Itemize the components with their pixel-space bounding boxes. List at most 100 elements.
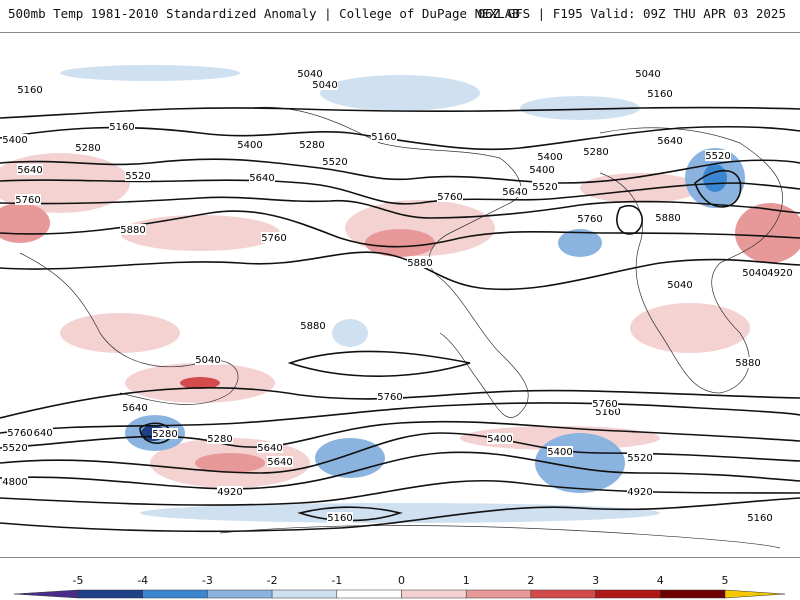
- contour-label-text: 5040: [742, 268, 767, 279]
- contour-label: 5160: [17, 84, 43, 96]
- contour-label: 5400: [547, 446, 573, 458]
- contour-label: 5040: [195, 354, 221, 366]
- contour-label: 5880: [407, 257, 433, 269]
- contour-label: 5520: [125, 170, 151, 182]
- contour-label-text: 5640: [657, 136, 682, 147]
- contour-label: 5760: [437, 191, 463, 203]
- anomaly-patch-warm: [180, 377, 220, 389]
- contour-line: [0, 196, 800, 219]
- map-panel: 5040 5040 5040 5160 5160 5160 5160 5280 5280 5280…: [0, 32, 800, 558]
- contour-line: [287, 350, 471, 377]
- contour-label-text: 5880: [655, 213, 680, 224]
- contour-label-text: 5280: [583, 147, 608, 158]
- contour-label: 5760: [592, 398, 618, 410]
- contour-label-text: 5400: [547, 447, 572, 458]
- contour-label-text: 5640: [249, 173, 274, 184]
- colorbar-swatch: [465, 589, 532, 599]
- contour-label-text: 5880: [300, 321, 325, 332]
- contour-label-text: 5520: [125, 171, 150, 182]
- contour-label: 5520: [627, 452, 653, 464]
- anomaly-patch-cold: [60, 65, 240, 81]
- contour-label: 5520: [532, 181, 558, 193]
- contour-label: 5280: [152, 428, 178, 440]
- contour-label-text: 5880: [735, 358, 760, 369]
- contour-label-text: 5040: [297, 69, 322, 80]
- contour-label-text: 5280: [75, 143, 100, 154]
- colorbar-arrow-high: [724, 589, 786, 599]
- contour-label: 5880: [300, 320, 326, 332]
- contour-line: [0, 179, 800, 205]
- title-bar: 500mb Temp 1981-2010 Standardized Anomal…: [0, 0, 800, 32]
- colorbar-swatch: [142, 589, 208, 599]
- contour-label-text: 4800: [2, 477, 27, 488]
- contour-label: 5040: [297, 68, 323, 80]
- contour-label-text: 5760: [15, 195, 40, 206]
- contour-label: 5640: [249, 172, 275, 184]
- colorbar-arrow-low: [13, 589, 79, 599]
- colorbar-tick-label: -4: [137, 574, 148, 587]
- colorbar-tick-label: 5: [722, 574, 729, 587]
- map-title: 500mb Temp 1981-2010 Standardized Anomal…: [8, 6, 520, 21]
- contour-label: 5520: [2, 442, 28, 454]
- contour-label-text: 5520: [2, 443, 27, 454]
- contour-label-text: 5760: [261, 233, 286, 244]
- colorbar-tick-label: -3: [202, 574, 213, 587]
- contour-label: 5520: [322, 156, 348, 168]
- colorbar-tick-label: 2: [527, 574, 534, 587]
- contour-label-text: 4920: [627, 487, 652, 498]
- contour-label-text: 5400: [537, 152, 562, 163]
- contour-line: [0, 125, 800, 151]
- colorbar-swatch: [207, 589, 273, 599]
- contour-label: 5040: [742, 267, 768, 279]
- anomaly-patch-warm: [365, 229, 435, 257]
- contour-label: 5160: [647, 88, 673, 100]
- contour-label: 5760: [15, 194, 41, 206]
- contour-label: 5880: [735, 357, 761, 369]
- colorbar-tick-label: -5: [73, 574, 84, 587]
- colorbar-tick-label: 0: [398, 574, 405, 587]
- contour-label: 5160: [109, 121, 135, 133]
- contour-label-text: 5160: [747, 513, 772, 524]
- contour-label: 5040: [312, 79, 338, 91]
- contour-label: 5880: [655, 212, 681, 224]
- contour-line: [616, 205, 644, 235]
- contour-label: 5280: [299, 139, 325, 151]
- contour-label: 5640: [27, 427, 53, 439]
- colorbar-tick-label: 1: [463, 574, 470, 587]
- coast-eurasia-africa: [599, 127, 783, 394]
- contour-line: [694, 169, 742, 208]
- contour-label: 5760: [7, 427, 33, 439]
- anomaly-patch-cold: [320, 75, 480, 111]
- anomaly-patch-warm: [120, 215, 280, 251]
- contour-label: 5760: [377, 391, 403, 403]
- contour-label: 5640: [657, 135, 683, 147]
- contour-label-text: 5880: [120, 225, 145, 236]
- anomaly-patch-cold: [703, 164, 727, 192]
- colorbar-swatch: [660, 589, 726, 599]
- contour-label-text: 5160: [647, 89, 672, 100]
- contour-label: 5160: [327, 512, 353, 524]
- contour-label: 5640: [267, 456, 293, 468]
- colorbar-swatch: [271, 589, 338, 599]
- contour-label-text: 5520: [627, 453, 652, 464]
- contour-label: 5400: [537, 151, 563, 163]
- contour-label-text: 4920: [217, 487, 242, 498]
- anomaly-patch-warm: [60, 313, 180, 353]
- contour-label: 5040: [635, 68, 661, 80]
- contour-label: 4920: [217, 486, 243, 498]
- contour-label-text: 5640: [502, 187, 527, 198]
- contour-label: 5400: [2, 134, 28, 146]
- contour-label-text: 5520: [532, 182, 557, 193]
- contour-label-text: 5400: [529, 165, 554, 176]
- contour-label-text: 5400: [487, 434, 512, 445]
- contour-label-text: 5040: [635, 69, 660, 80]
- contour-label-text: 5880: [407, 258, 432, 269]
- contour-line: [0, 402, 800, 434]
- colorbar-tick-label: -1: [331, 574, 342, 587]
- contour-label: 5160: [595, 406, 621, 418]
- contour-label: 5160: [371, 131, 397, 143]
- contour-line: [0, 479, 800, 506]
- contour-label-text: 5640: [267, 457, 292, 468]
- contour-label-text: 5160: [327, 513, 352, 524]
